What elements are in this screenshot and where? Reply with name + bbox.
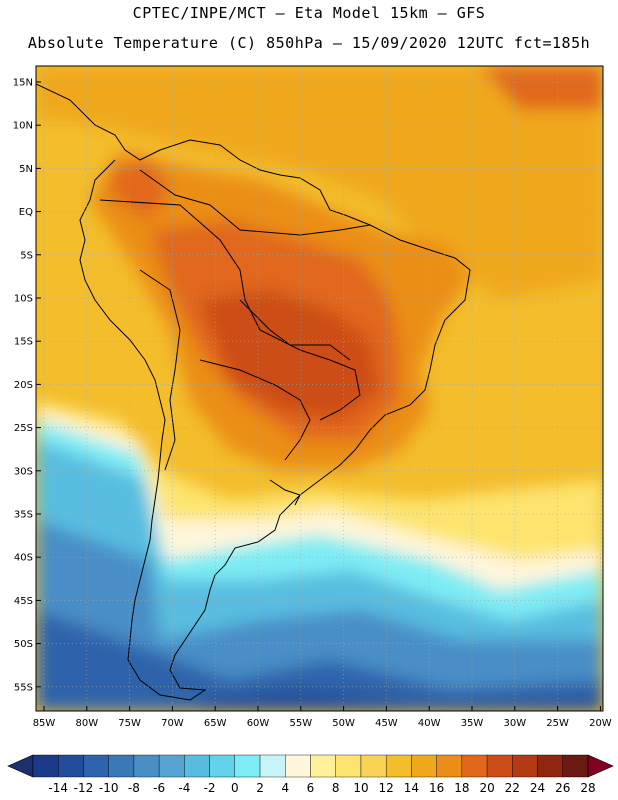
colorbar (7, 754, 614, 778)
colorbar-swatch (360, 754, 387, 778)
coastlines (36, 83, 471, 701)
longitude-labels: 85W 80W 75W 70W 65W 60W 55W 50W 45W 40W 35W 30W 25W 2… (33, 706, 612, 729)
lat-label: 5S (20, 250, 33, 261)
lon-label: 25W (546, 718, 569, 729)
colorbar-swatch (411, 754, 437, 778)
colorbar-label: 8 (331, 781, 340, 795)
lat-label: 15S (14, 337, 33, 348)
colorbar-label: 4 (281, 781, 290, 795)
colorbar-label: -8 (127, 781, 140, 795)
colorbar-swatch (234, 754, 261, 778)
lat-label: 35S (14, 510, 33, 521)
lat-label: 10N (13, 121, 33, 132)
colorbar-swatch (58, 754, 84, 778)
colorbar-label: 22 (504, 781, 520, 795)
lon-label: 60W (247, 718, 270, 729)
colorbar-swatch (335, 754, 362, 778)
colorbar-label: 10 (353, 781, 369, 795)
colorbar-label: -10 (98, 781, 119, 795)
colorbar-under-triangle (7, 754, 34, 778)
colorbar-swatch (259, 754, 286, 778)
lon-label: 30W (503, 718, 526, 729)
lat-label: 15N (13, 78, 33, 89)
lat-label: 10S (14, 294, 33, 305)
chart-title-line-1: CPTEC/INPE/MCT – Eta Model 15km – GFS (132, 4, 486, 22)
colorbar-label: 26 (555, 781, 571, 795)
latitude-labels: 15N 10N 5N EQ 5S 10S 15S 20S 25S 30S 35S 40S 45S 50S 5… (13, 78, 41, 693)
lon-label: 35W (461, 718, 484, 729)
lon-label: 80W (75, 718, 98, 729)
colorbar-swatch (461, 754, 488, 778)
lon-label: 40W (418, 718, 441, 729)
lat-label: 5N (19, 164, 33, 175)
colorbar-label: 18 (454, 781, 470, 795)
lon-label: 55W (289, 718, 312, 729)
colorbar-label: 20 (479, 781, 495, 795)
colorbar-label: 12 (378, 781, 394, 795)
colorbar-swatch (133, 754, 160, 778)
lat-label: 55S (14, 682, 33, 693)
lon-label: 65W (204, 718, 227, 729)
colorbar-swatch (158, 754, 185, 778)
lon-label: 50W (332, 718, 355, 729)
lon-label: 45W (375, 718, 398, 729)
colorbar-label: 16 (428, 781, 445, 795)
colorbar-label: 0 (230, 781, 239, 795)
graticule (36, 66, 603, 711)
colorbar-swatch (512, 754, 538, 778)
colorbar-swatch (285, 754, 311, 778)
lat-label: 45S (14, 596, 33, 607)
lat-label: 30S (14, 466, 33, 477)
map-frame (35, 65, 604, 712)
lon-label: 85W (33, 718, 56, 729)
colorbar-label: -2 (203, 781, 216, 795)
lat-label: 50S (14, 639, 33, 650)
lat-label: 20S (14, 380, 33, 391)
colorbar-swatch (310, 754, 336, 778)
colorbar-swatch (537, 754, 563, 778)
lat-label: EQ (19, 207, 33, 218)
colorbar-over-triangle (587, 754, 614, 778)
colorbar-label: 28 (580, 781, 596, 795)
chart-title-line-2: Absolute Temperature (C) 850hPa – 15/09/… (27, 34, 591, 52)
colorbar-swatch (385, 754, 412, 778)
colorbar-swatch (184, 754, 210, 778)
colorbar-label: -6 (153, 781, 166, 795)
colorbar-label: 14 (403, 781, 420, 795)
colorbar-swatch (486, 754, 513, 778)
colorbar-label: 6 (306, 781, 315, 795)
colorbar-label: -14 (48, 781, 69, 795)
colorbar-swatch (562, 754, 589, 778)
colorbar-label: 2 (256, 781, 264, 795)
lon-label: 20W (589, 718, 612, 729)
colorbar-swatch (108, 754, 135, 778)
colorbar-swatch (32, 754, 59, 778)
temperature-field (36, 66, 603, 711)
lon-label: 70W (161, 718, 184, 729)
colorbar-label: 24 (529, 781, 546, 795)
colorbar-swatch (83, 754, 109, 778)
colorbar-swatch (436, 754, 463, 778)
colorbar-label: -4 (178, 781, 191, 795)
lon-label: 75W (118, 718, 141, 729)
colorbar-swatch (209, 754, 236, 778)
lat-label: 40S (14, 553, 33, 564)
lat-label: 25S (14, 423, 33, 434)
colorbar-label: -12 (73, 781, 94, 795)
